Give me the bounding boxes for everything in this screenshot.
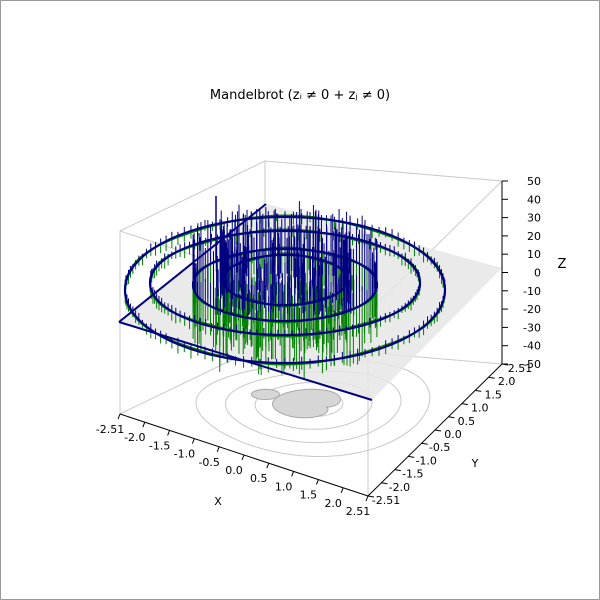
z-tick-label: -10 — [523, 285, 541, 298]
y-tick-label: -2.51 — [372, 494, 400, 507]
x-tick-label: 1.0 — [275, 480, 293, 493]
x-tick — [315, 479, 319, 485]
x-tick — [191, 438, 195, 444]
y-tick-label: 1.0 — [471, 402, 489, 415]
y-tick — [488, 376, 495, 379]
x-tick-label: -2.51 — [96, 423, 124, 436]
y-tick — [381, 482, 388, 485]
y-tick — [434, 429, 442, 432]
blue-edge — [118, 321, 373, 401]
floor-contour — [195, 360, 431, 458]
z-tick-label: 50 — [527, 175, 541, 188]
mandelbrot-bulb — [250, 388, 280, 401]
z-tick-label: 40 — [527, 193, 541, 206]
y-tick — [408, 455, 415, 458]
x-tick — [241, 454, 245, 461]
y-tick — [421, 442, 428, 445]
x-tick — [117, 413, 121, 420]
blue-edge — [118, 203, 267, 323]
y-tick-label: -0.5 — [429, 441, 450, 454]
x-tick — [266, 463, 270, 469]
z-axis-label: Z — [558, 257, 567, 272]
y-tick-label: 1.5 — [484, 388, 502, 401]
z-tick-label: 10 — [527, 248, 541, 261]
x-tick — [167, 430, 171, 436]
z-tick-label: 20 — [527, 230, 541, 243]
floor-projection — [195, 360, 431, 458]
y-tick — [448, 416, 455, 419]
y-tick-label: -2.0 — [389, 481, 410, 494]
x-tick — [216, 446, 220, 452]
x-tick-label: 2.51 — [346, 505, 371, 518]
y-tick — [461, 403, 468, 406]
y-tick-label: 0.0 — [444, 428, 462, 441]
x-tick-label: -0.5 — [198, 456, 219, 469]
x-tick-label: -1.0 — [174, 448, 195, 461]
x-tick — [291, 471, 295, 477]
x-tick-label: 0.0 — [225, 464, 243, 477]
x-tick-label: -2.0 — [124, 431, 145, 444]
y-tick-label: 2.51 — [508, 362, 533, 375]
y-tick-label: -1.5 — [402, 468, 423, 481]
x-tick-label: 0.5 — [250, 472, 268, 485]
x-tick-label: -1.5 — [149, 439, 170, 452]
tick-labels: -2.51-2.0-1.5-1.0-0.50.00.51.01.52.02.51… — [96, 175, 541, 518]
y-axis-label: Y — [471, 457, 479, 470]
z-tick-label: 0 — [534, 267, 541, 280]
blue-series — [118, 196, 447, 401]
x-axis-label: X — [214, 495, 222, 508]
z-tick-label: -30 — [523, 321, 541, 334]
x-tick — [340, 487, 344, 493]
x-tick-label: 2.0 — [324, 497, 342, 510]
y-tick — [475, 389, 482, 392]
z-tick-label: 30 — [527, 212, 541, 225]
x-tick — [142, 422, 146, 428]
chart-title: Mandelbrot (zᵢ ≠ 0 + zⱼ ≠ 0) — [209, 88, 391, 103]
y-tick-label: -1.0 — [415, 454, 436, 467]
y-tick — [367, 495, 375, 498]
z-tick-label: -20 — [523, 303, 541, 316]
y-tick-label: 0.5 — [458, 415, 476, 428]
y-tick-label: 2.0 — [498, 375, 516, 388]
x-tick — [365, 495, 369, 502]
x-tick-label: 1.5 — [300, 489, 318, 502]
z-tick-label: -50 — [523, 358, 541, 371]
y-tick — [394, 469, 401, 472]
z-tick-label: -40 — [523, 340, 541, 353]
